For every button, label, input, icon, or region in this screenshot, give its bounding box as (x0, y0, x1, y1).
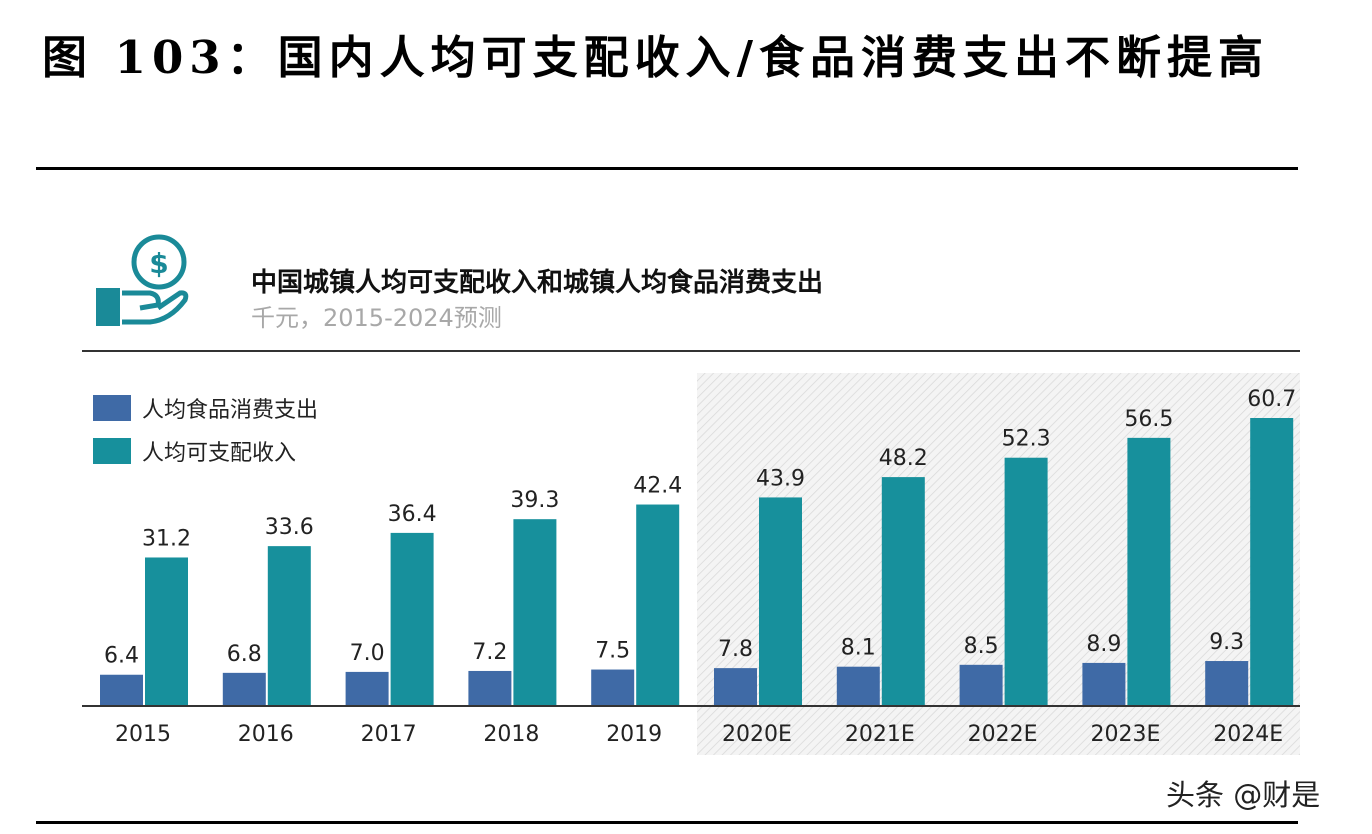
data-label-income: 48.2 (879, 446, 928, 471)
data-label-food: 9.3 (1209, 630, 1244, 655)
bar-food (100, 674, 143, 705)
bar-income (513, 519, 557, 705)
watermark: 头条 @财是 (1166, 778, 1321, 812)
x-tick-label: 2023E (1090, 722, 1160, 747)
bar-income (1127, 437, 1171, 705)
legend-swatch-food (93, 395, 131, 421)
data-label-income: 60.7 (1247, 387, 1296, 412)
data-label-food: 7.2 (472, 640, 507, 665)
data-label-food: 7.0 (350, 641, 385, 666)
bar-food (345, 671, 389, 705)
legend-label-income: 人均可支配收入 (142, 441, 296, 466)
figure-title: 图 103：国内人均可支配收入/食品消费支出不断提高 (42, 31, 1270, 84)
data-label-food: 7.8 (718, 637, 753, 662)
x-tick-label: 2019 (606, 722, 662, 747)
legend-swatch-income (93, 438, 131, 464)
data-label-income: 56.5 (1124, 407, 1173, 432)
bar-income (145, 557, 188, 705)
legend: 人均食品消费支出 人均可支配收入 (93, 395, 318, 466)
data-label-income: 31.2 (142, 526, 191, 551)
legend-label-food: 人均食品消费支出 (142, 398, 318, 423)
bar-income (881, 477, 925, 705)
data-label-income: 43.9 (756, 466, 805, 491)
data-label-income: 39.3 (510, 488, 559, 513)
bar-food (222, 672, 266, 705)
bar-food (591, 669, 635, 705)
top-rule (36, 167, 1298, 170)
x-tick-label: 2021E (845, 722, 915, 747)
bar-food (714, 668, 757, 705)
bar-income (759, 497, 802, 705)
bar-food (468, 670, 512, 705)
data-label-food: 6.4 (104, 644, 139, 669)
bar-income (390, 532, 434, 705)
data-label-food: 8.1 (841, 636, 876, 661)
hand-coin-dollar-icon: $ (96, 234, 189, 326)
data-label-income: 36.4 (388, 502, 437, 527)
x-tick-label: 2022E (968, 722, 1038, 747)
bar-food (836, 666, 880, 705)
data-label-food: 8.5 (964, 634, 999, 659)
bottom-rule (36, 821, 1298, 824)
data-label-food: 8.9 (1086, 632, 1121, 657)
x-tick-label: 2018 (483, 722, 539, 747)
data-label-income: 52.3 (1002, 427, 1051, 452)
x-tick-label: 2020E (722, 722, 792, 747)
svg-text:$: $ (149, 247, 168, 280)
data-label-income: 33.6 (265, 515, 314, 540)
x-tick-label: 2024E (1213, 722, 1283, 747)
x-tick-label: 2016 (238, 722, 294, 747)
bar-income (1250, 418, 1294, 705)
bar-income (1004, 457, 1048, 705)
data-label-food: 7.5 (595, 639, 630, 664)
bar-food (1082, 662, 1126, 705)
bar-income (636, 504, 680, 705)
chart-subtitle: 千元，2015-2024预测 (251, 304, 502, 332)
data-label-income: 42.4 (633, 474, 682, 499)
chart-title: 中国城镇人均可支配收入和城镇人均食品消费支出 (251, 267, 823, 298)
bar-food (959, 664, 1003, 705)
data-label-food: 6.8 (227, 642, 262, 667)
x-tick-label: 2017 (361, 722, 417, 747)
x-tick-label: 2015 (115, 722, 171, 747)
bar-income (267, 546, 311, 705)
bar-food (1205, 661, 1249, 705)
